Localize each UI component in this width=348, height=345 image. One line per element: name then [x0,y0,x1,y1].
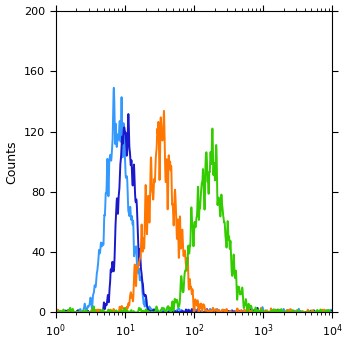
Y-axis label: Counts: Counts [6,140,18,184]
